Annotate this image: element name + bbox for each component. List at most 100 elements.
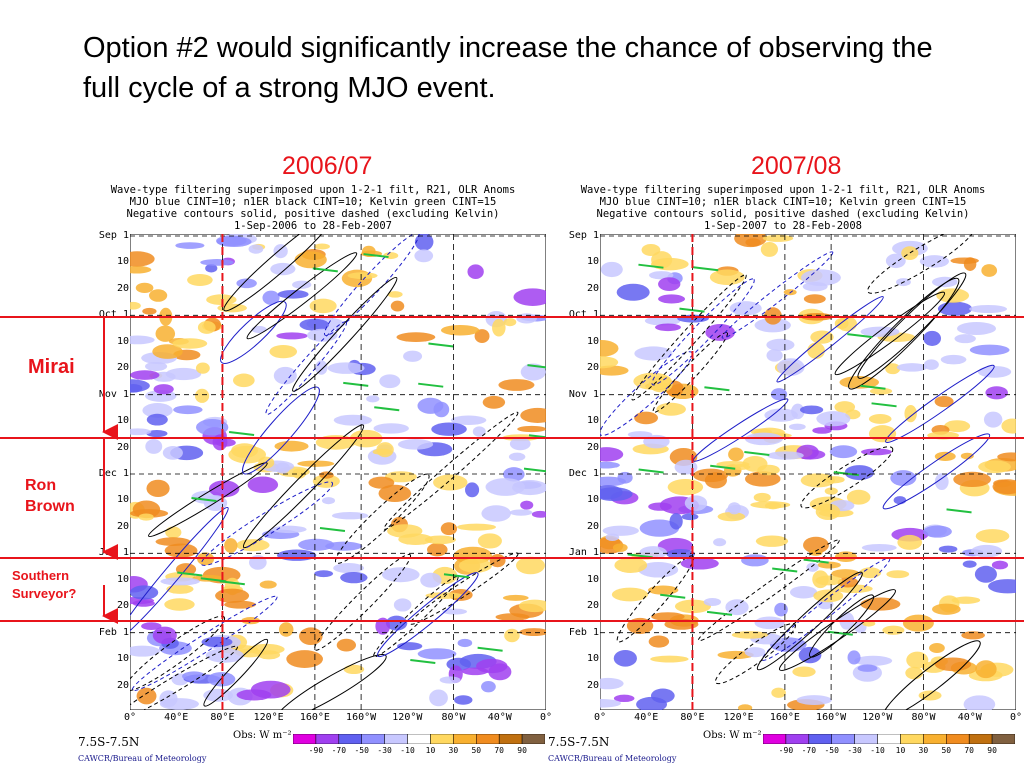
anomaly-cell [859, 567, 882, 579]
anomaly-cell [224, 538, 238, 553]
anomaly-cell [314, 243, 330, 250]
kelvin-contour [627, 553, 653, 559]
wave-contour [692, 398, 789, 462]
wave-contour [130, 506, 229, 641]
anomaly-cell [834, 551, 857, 563]
colorbar-swatch [384, 734, 408, 744]
anomaly-cell [981, 264, 998, 277]
anomaly-cell [130, 585, 159, 600]
label-ron-brown: Ron Brown [25, 477, 75, 515]
anomaly-cell [766, 338, 795, 352]
anomaly-cell [896, 363, 928, 372]
kelvin-contour [428, 342, 454, 348]
slide-title: Option #2 would significantly increase t… [83, 32, 933, 104]
anomaly-cell [429, 689, 448, 707]
anomaly-cell [390, 300, 405, 312]
anomaly-cell [617, 471, 633, 484]
y-tick-label: 10 [116, 494, 129, 506]
anomaly-cell [648, 502, 672, 511]
anomaly-cell [600, 365, 629, 376]
anomaly-cell [614, 557, 648, 573]
kelvin-contour [410, 658, 436, 664]
anomaly-cell [764, 408, 798, 422]
anomaly-cell [815, 503, 841, 520]
wave-contour [800, 446, 894, 509]
anomaly-cell [162, 446, 183, 460]
anomaly-cell [860, 597, 901, 611]
anomaly-cell [172, 338, 208, 349]
wave-contour [714, 623, 796, 685]
anomaly-cell [975, 660, 997, 679]
anomaly-cell [602, 525, 639, 536]
wave-contour [220, 300, 287, 364]
wave-contour [631, 274, 747, 401]
anomaly-cell [197, 321, 216, 334]
hovmoller-plot [600, 234, 1016, 710]
anomaly-cell [273, 366, 297, 385]
anomaly-cell [600, 261, 623, 278]
anomaly-cell [368, 476, 395, 489]
anomaly-cell [703, 597, 722, 607]
anomaly-cell [182, 671, 206, 682]
colorbar-swatch [453, 734, 477, 744]
anomaly-cell [173, 405, 203, 415]
anomaly-cell [373, 423, 409, 434]
anomaly-cell [299, 318, 330, 331]
anomaly-cell [936, 288, 970, 303]
anomaly-cell [600, 699, 621, 708]
anomaly-cell [165, 526, 182, 539]
anomaly-cell [152, 344, 183, 359]
kelvin-contour [527, 364, 546, 369]
anomaly-cell [893, 496, 907, 505]
credit-text: CAWCR/Bureau of Meteorology [78, 754, 207, 763]
anomaly-cell [963, 695, 996, 710]
anomaly-cell [315, 360, 328, 375]
wave-contour [203, 638, 269, 707]
anomaly-cell [792, 666, 816, 678]
anomaly-cell [800, 473, 836, 488]
y-tick-label: 20 [586, 679, 599, 691]
anomaly-cell [658, 277, 681, 292]
colorbar-swatch [338, 734, 362, 744]
y-tick-label: Dec 1 [568, 468, 599, 479]
colorbar-tick-label: 90 [987, 746, 997, 755]
anomaly-cell [512, 480, 546, 496]
y-tick-label: 20 [586, 362, 599, 374]
wave-contour [778, 589, 896, 671]
anomaly-cell [142, 307, 157, 315]
anomaly-cell [141, 622, 162, 630]
anomaly-cell [136, 687, 157, 705]
y-tick-label: 10 [116, 653, 129, 665]
wave-contour [885, 364, 995, 443]
anomaly-cell [425, 592, 464, 599]
anomaly-cell [503, 467, 525, 482]
anomaly-cell [969, 304, 1008, 314]
x-tick-label: 40°E [634, 712, 659, 723]
anomaly-cell [649, 271, 674, 280]
anomaly-cell [655, 323, 681, 332]
hovmoller-plot [130, 234, 546, 710]
anomaly-cell [644, 316, 681, 326]
anomaly-cell [616, 283, 650, 301]
colorbar-swatch [430, 734, 454, 744]
anomaly-cell [803, 536, 829, 554]
anomaly-cell [923, 330, 942, 346]
colorbar-swatch [407, 734, 431, 744]
anomaly-cell [600, 461, 620, 469]
anomaly-cell [932, 603, 961, 615]
anomaly-cell [725, 599, 749, 616]
kelvin-contour [693, 266, 719, 272]
anomaly-cell [457, 523, 497, 531]
x-tick-label: 120°E [723, 712, 754, 723]
anomaly-cell [450, 415, 487, 425]
cruise-boundary-line [0, 557, 1024, 559]
anomaly-cell [727, 502, 741, 515]
anomaly-cell [321, 497, 336, 505]
anomaly-cell [155, 537, 191, 546]
y-tick-label: 10 [586, 494, 599, 506]
anomaly-cell [862, 620, 876, 627]
anomaly-cell [680, 557, 719, 570]
anomaly-cell [431, 422, 467, 436]
chart-subtitle-1: MJO blue CINT=10; n1ER black CINT=10; Ke… [599, 196, 967, 208]
anomaly-cell [829, 445, 858, 459]
